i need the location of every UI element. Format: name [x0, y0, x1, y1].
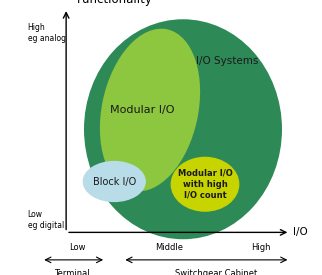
Ellipse shape	[100, 29, 200, 191]
Text: Low: Low	[69, 243, 85, 252]
Text: I/O Systems: I/O Systems	[196, 56, 258, 65]
Ellipse shape	[171, 157, 239, 212]
Text: Functionality: Functionality	[77, 0, 153, 6]
Text: High
eg analog: High eg analog	[28, 23, 66, 43]
Text: Terminal: Terminal	[54, 270, 90, 275]
Text: I/O: I/O	[293, 227, 308, 237]
Ellipse shape	[84, 19, 282, 239]
Text: Modular I/O: Modular I/O	[109, 105, 174, 115]
Text: Middle: Middle	[155, 243, 183, 252]
Text: Modular I/O
with high
I/O count: Modular I/O with high I/O count	[178, 169, 232, 200]
Text: Switchgear Cabinet: Switchgear Cabinet	[175, 270, 257, 275]
Text: Block I/O: Block I/O	[93, 177, 136, 186]
Text: High: High	[251, 243, 271, 252]
Ellipse shape	[83, 161, 146, 202]
Text: Low
eg digital: Low eg digital	[28, 210, 64, 230]
